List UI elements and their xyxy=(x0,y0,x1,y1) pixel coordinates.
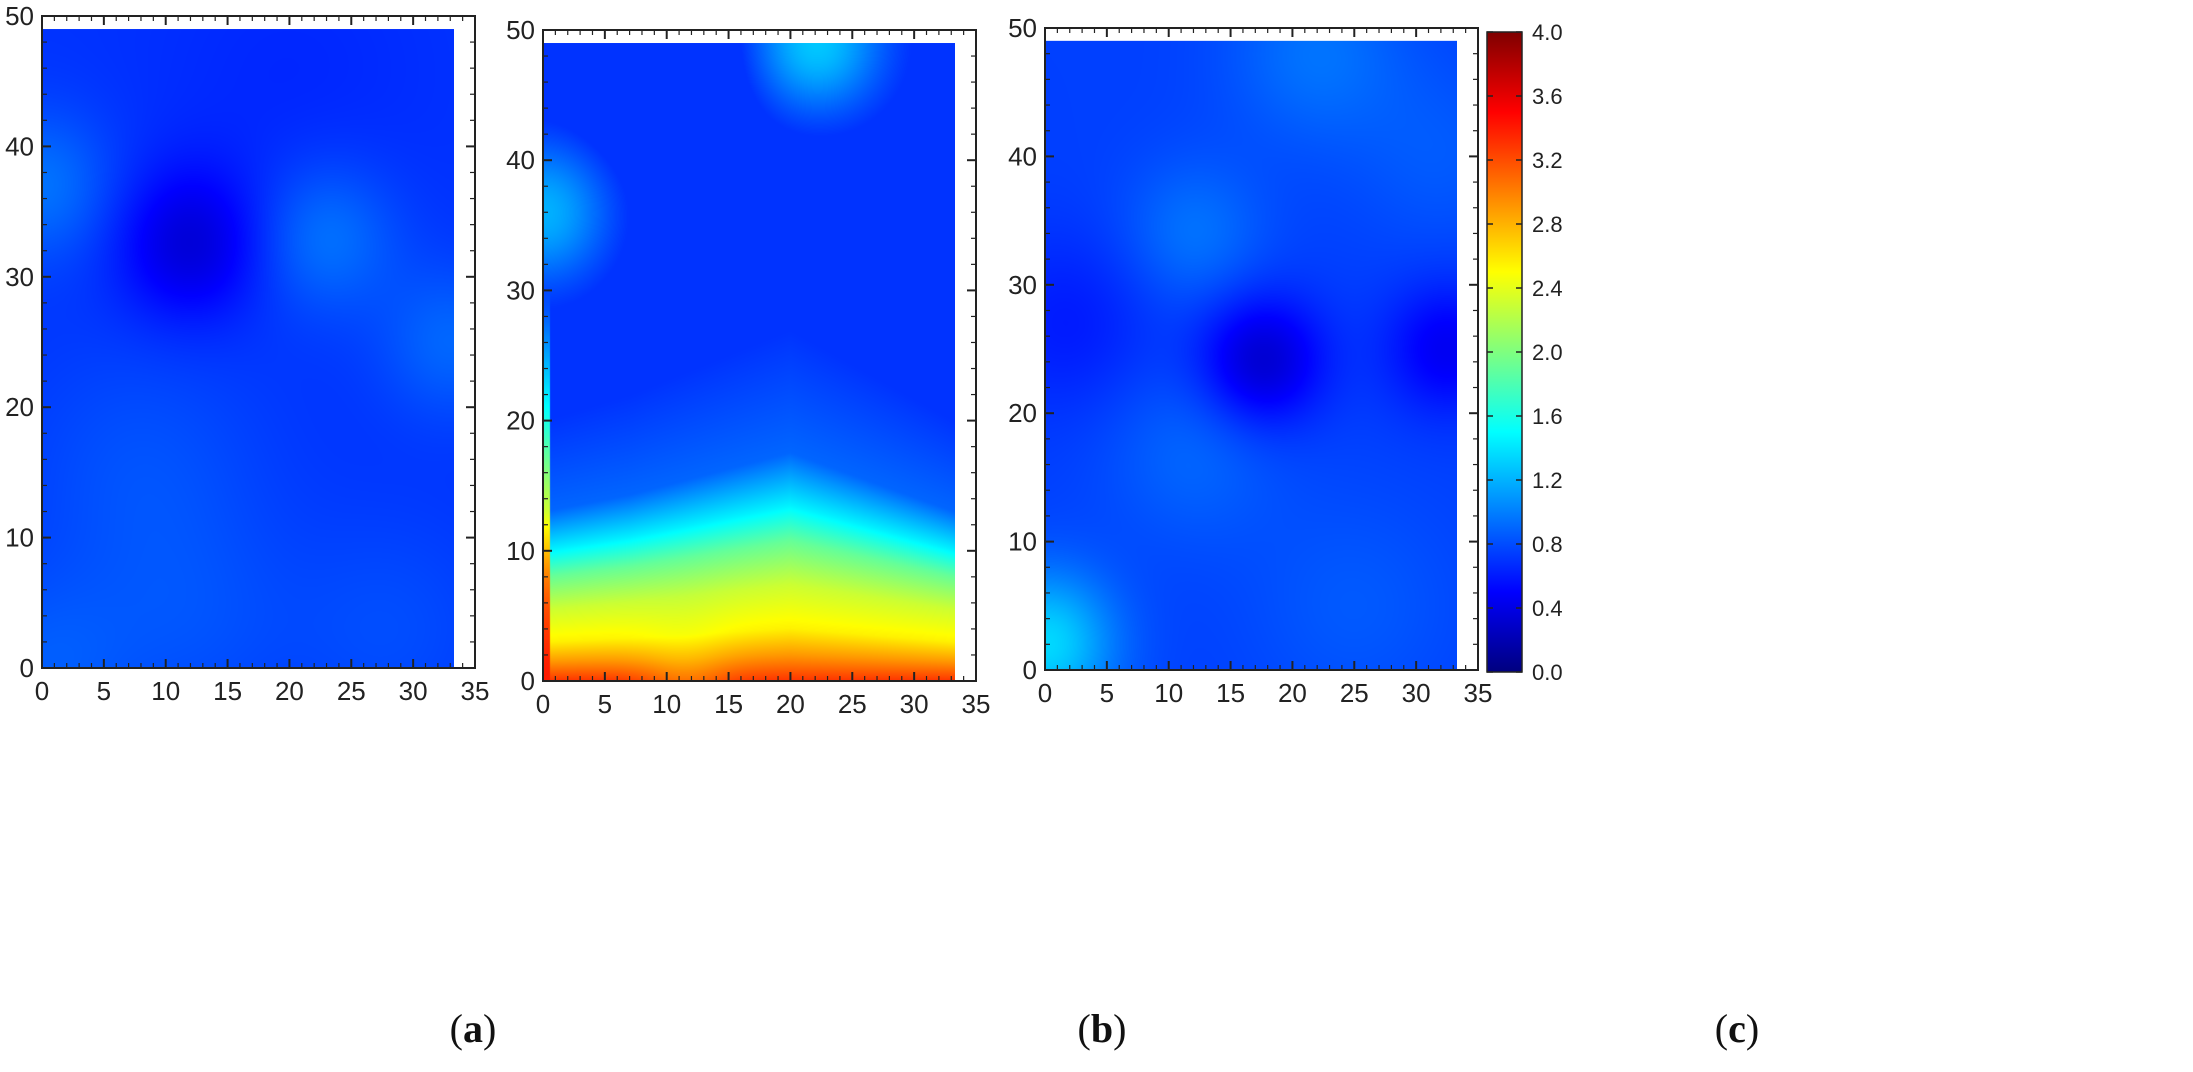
y-tick-label: 10 xyxy=(5,523,34,553)
x-tick-label: 30 xyxy=(399,676,428,706)
plot-frame xyxy=(41,15,476,669)
panel-label-c: (c) xyxy=(1714,1006,1760,1051)
x-tick-label: 0 xyxy=(35,676,49,706)
y-tick-label: 10 xyxy=(1008,527,1037,557)
x-tick-label: 5 xyxy=(97,676,111,706)
heatmap-panel-b: 0 5 10 15 20 25 30 35 0 10 20 30 40 50 xyxy=(506,15,990,719)
x-tick-label: 10 xyxy=(151,676,180,706)
panel-label-b: (b) xyxy=(1077,1006,1127,1051)
y-tick-label: 50 xyxy=(506,15,535,45)
x-tick-label: 20 xyxy=(275,676,304,706)
x-tick-label: 0 xyxy=(536,689,550,719)
x-tick-label: 25 xyxy=(838,689,867,719)
colorbar-tick-label: 0.8 xyxy=(1532,532,1563,557)
x-tick-label: 10 xyxy=(652,689,681,719)
colorbar: 0.0 0.4 0.8 1.2 1.6 2.0 2.4 2.8 3.2 3.6 4.0 xyxy=(1486,20,1563,685)
y-tick-label: 40 xyxy=(506,145,535,175)
plot-frame xyxy=(1044,27,1479,671)
x-tick-label: 35 xyxy=(1464,678,1493,708)
y-tick-label: 40 xyxy=(5,131,34,161)
colorbar-tick-label: 2.0 xyxy=(1532,340,1563,365)
colorbar-tick-label: 0.0 xyxy=(1532,660,1563,685)
colorbar-tick-label: 1.6 xyxy=(1532,404,1563,429)
y-tick-label: 0 xyxy=(521,666,535,696)
heatmap-image-a xyxy=(42,29,454,669)
x-tick-label: 20 xyxy=(1278,678,1307,708)
x-tick-label: 25 xyxy=(1340,678,1369,708)
x-tick-label: 15 xyxy=(1216,678,1245,708)
y-tick-label: 50 xyxy=(1008,13,1037,43)
colorbar-tick-label: 3.2 xyxy=(1532,148,1563,173)
y-tick-label: 0 xyxy=(20,653,34,683)
heatmap-panel-a: 0 5 10 15 20 25 30 35 0 10 20 30 40 50 xyxy=(5,1,489,706)
y-tick-label: 50 xyxy=(5,1,34,31)
x-tick-label: 5 xyxy=(1100,678,1114,708)
y-tick-label: 30 xyxy=(5,262,34,292)
colorbar-tick-label: 4.0 xyxy=(1532,20,1563,45)
x-tick-label: 35 xyxy=(962,689,991,719)
x-tick-label: 25 xyxy=(337,676,366,706)
heatmap-image-b xyxy=(543,43,955,682)
heatmap-panel-c: 0 5 10 15 20 25 30 35 0 10 20 30 40 50 xyxy=(1008,13,1492,708)
colorbar-tick-label: 3.6 xyxy=(1532,84,1563,109)
x-tick-label: 15 xyxy=(213,676,242,706)
plot-frame xyxy=(542,29,977,682)
y-tick-label: 20 xyxy=(506,406,535,436)
heatmap-image-c xyxy=(1045,40,1457,670)
y-tick-label: 20 xyxy=(5,392,34,422)
colorbar-tick-label: 2.8 xyxy=(1532,212,1563,237)
colorbar-tick-label: 2.4 xyxy=(1532,276,1563,301)
panel-label-a: (a) xyxy=(449,1006,497,1051)
x-tick-label: 30 xyxy=(900,689,929,719)
x-tick-label: 30 xyxy=(1402,678,1431,708)
colorbar-tick-label: 1.2 xyxy=(1532,468,1563,493)
x-tick-label: 20 xyxy=(776,689,805,719)
x-tick-label: 10 xyxy=(1154,678,1183,708)
y-tick-label: 20 xyxy=(1008,398,1037,428)
y-tick-label: 30 xyxy=(1008,270,1037,300)
y-tick-label: 0 xyxy=(1023,655,1037,685)
x-tick-label: 0 xyxy=(1038,678,1052,708)
colorbar-tick-label: 0.4 xyxy=(1532,596,1563,621)
y-tick-label: 30 xyxy=(506,275,535,305)
x-tick-label: 15 xyxy=(714,689,743,719)
y-tick-label: 10 xyxy=(506,536,535,566)
x-tick-label: 5 xyxy=(598,689,612,719)
x-tick-label: 35 xyxy=(461,676,490,706)
y-tick-label: 40 xyxy=(1008,141,1037,171)
